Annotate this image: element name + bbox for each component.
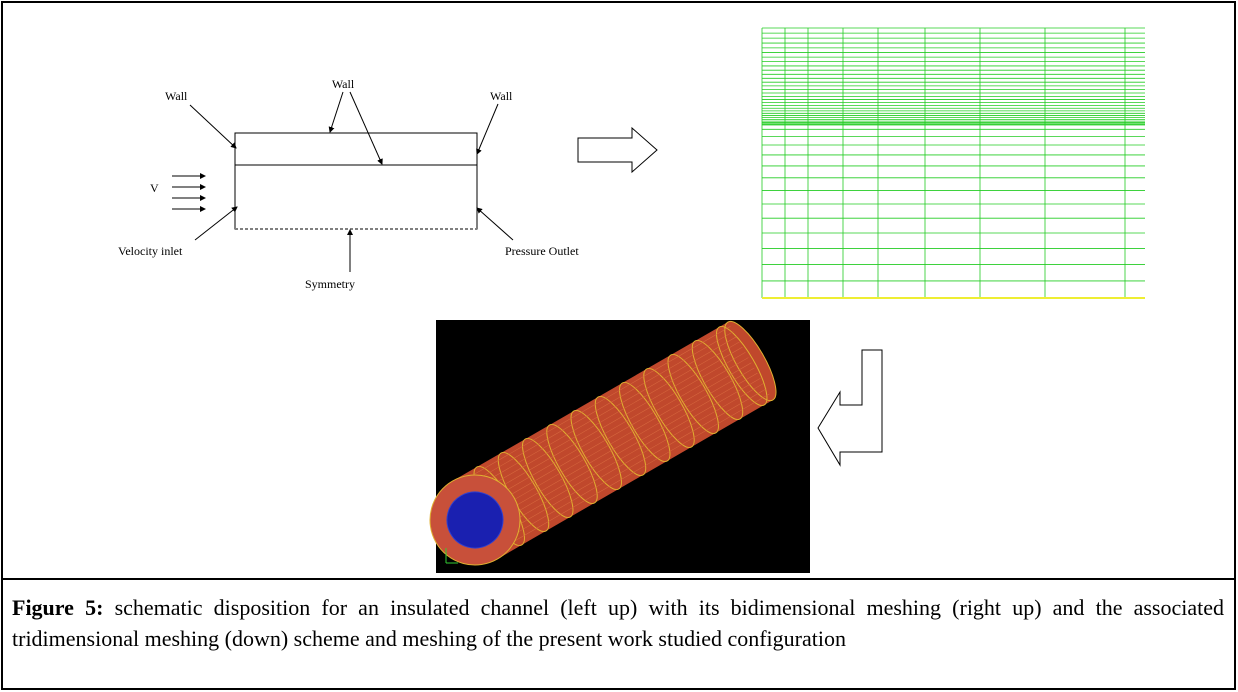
schematic: Wall Wall Wall V Velocity inlet Pressure…	[100, 60, 615, 300]
label: Wall	[490, 89, 513, 103]
mesh-bg	[762, 28, 1145, 298]
figure: Wall Wall Wall V Velocity inlet Pressure…	[0, 0, 1238, 692]
label: Wall	[165, 89, 188, 103]
label: V	[150, 181, 159, 195]
caption-text: schematic disposition for an insulated c…	[12, 595, 1224, 651]
label: Symmetry	[305, 277, 355, 291]
label: Wall	[332, 77, 355, 91]
caption-label: Figure 5:	[12, 595, 103, 620]
caption: Figure 5: schematic disposition for an i…	[12, 592, 1224, 654]
label: Velocity inlet	[118, 244, 183, 258]
mesh-3d	[414, 315, 810, 581]
label: Pressure Outlet	[505, 244, 579, 258]
mesh-2d	[762, 28, 1145, 298]
page: Wall Wall Wall V Velocity inlet Pressure…	[0, 0, 1238, 692]
arrow-down-left	[818, 350, 882, 465]
